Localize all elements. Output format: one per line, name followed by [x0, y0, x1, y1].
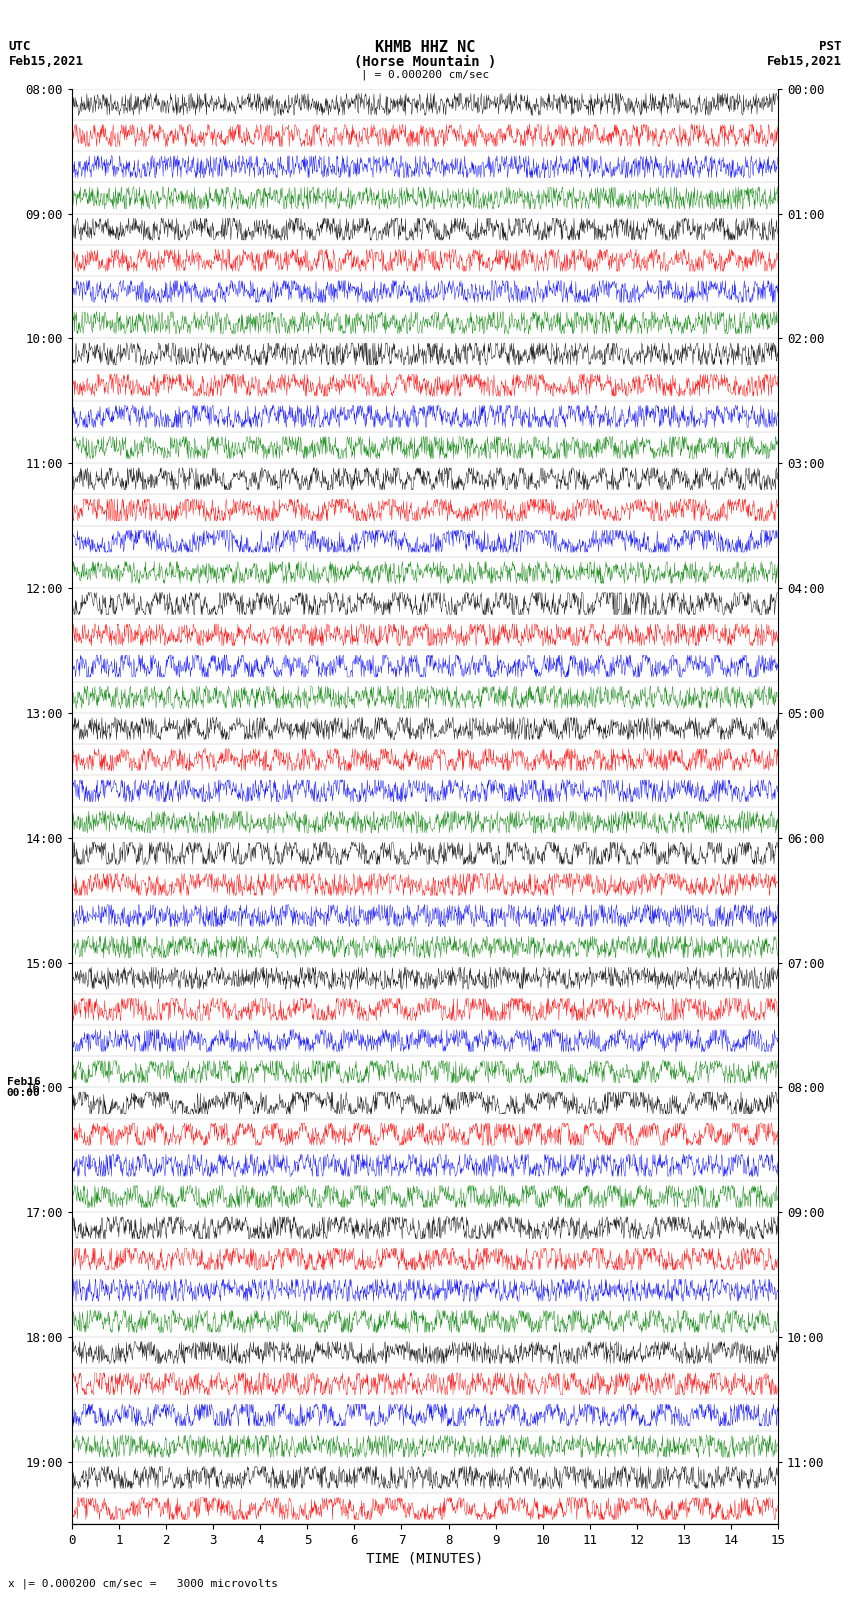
Text: Feb15,2021: Feb15,2021 [767, 55, 842, 68]
Text: Feb15,2021: Feb15,2021 [8, 55, 83, 68]
Text: PST: PST [819, 40, 842, 53]
Text: Feb16
00:00: Feb16 00:00 [7, 1076, 41, 1098]
Text: (Horse Mountain ): (Horse Mountain ) [354, 55, 496, 69]
Text: | = 0.000200 cm/sec: | = 0.000200 cm/sec [361, 69, 489, 81]
X-axis label: TIME (MINUTES): TIME (MINUTES) [366, 1552, 484, 1565]
Text: UTC: UTC [8, 40, 31, 53]
Text: x |= 0.000200 cm/sec =   3000 microvolts: x |= 0.000200 cm/sec = 3000 microvolts [8, 1578, 279, 1589]
Text: KHMB HHZ NC: KHMB HHZ NC [375, 40, 475, 55]
